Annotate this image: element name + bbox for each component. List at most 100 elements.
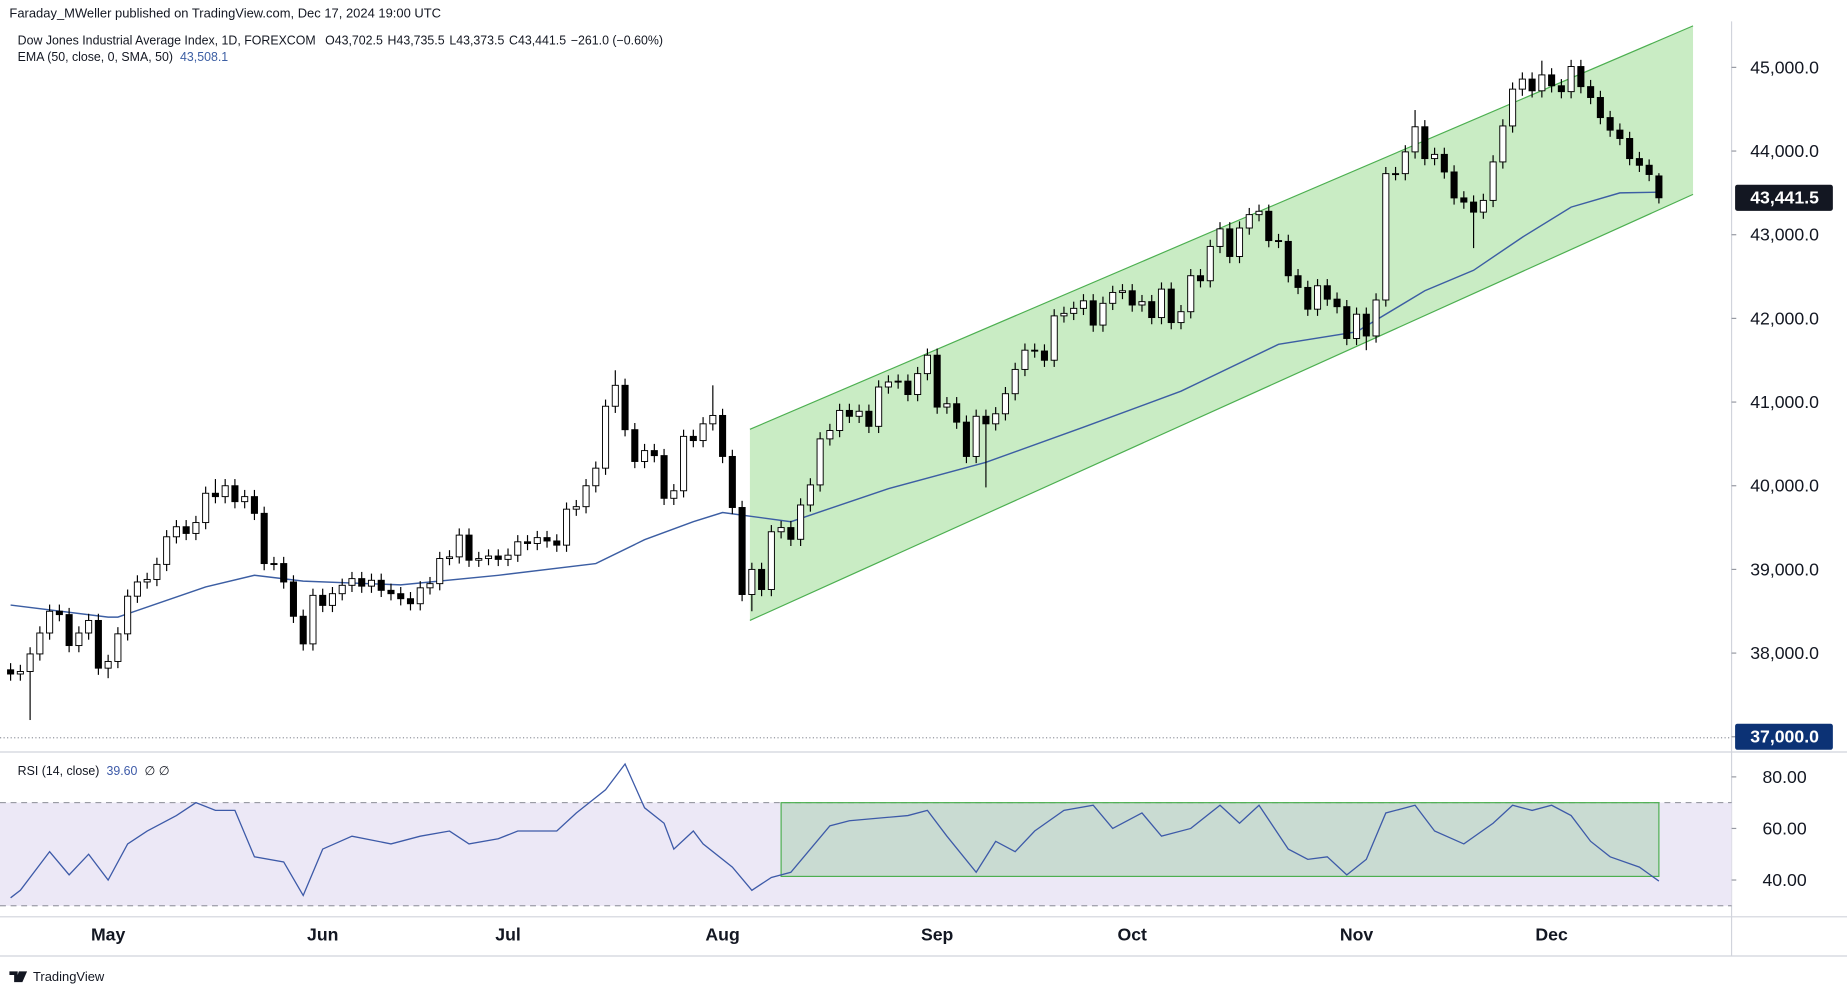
- candle-body: [65, 614, 73, 647]
- y-tick-label: 41,000.0: [1750, 392, 1819, 412]
- legend-ohlc: H43,735.5: [388, 34, 445, 48]
- candle-body: [660, 455, 668, 499]
- candle-body: [904, 380, 912, 396]
- candle-body: [1284, 240, 1292, 277]
- candle-body: [397, 593, 405, 600]
- candle-body: [465, 534, 473, 561]
- candle-body: [875, 386, 883, 427]
- channel-line: [749, 193, 1694, 621]
- candle-body: [923, 354, 931, 375]
- candle-body: [982, 415, 990, 425]
- candle-body: [289, 581, 297, 617]
- candle-body: [270, 563, 278, 565]
- candle-body: [611, 384, 619, 407]
- candle-body: [884, 381, 892, 388]
- candle-body: [1167, 288, 1175, 324]
- candle-body: [46, 610, 54, 634]
- candle-body: [1577, 66, 1585, 88]
- candle-body: [221, 485, 229, 498]
- candle-body: [797, 504, 805, 540]
- candle-body: [133, 581, 141, 597]
- x-tick-label: Jul: [495, 924, 521, 944]
- candle-body: [719, 414, 727, 457]
- candle-body: [1050, 315, 1058, 361]
- candle-body: [1304, 286, 1312, 310]
- candle-body: [1528, 78, 1536, 92]
- rsi-legend: RSI (14, close) 39.60 ∅ ∅: [18, 764, 170, 778]
- candle-body: [445, 556, 454, 560]
- y-tick-label: 40.00: [1762, 870, 1806, 890]
- rsi-line: [10, 762, 1660, 899]
- candle-body: [1206, 245, 1214, 282]
- candle-body: [1274, 240, 1283, 242]
- candle-body: [1450, 171, 1458, 199]
- candle-body: [1557, 85, 1565, 93]
- candle-body: [484, 555, 493, 560]
- candle-body: [543, 537, 551, 542]
- candle-body: [836, 409, 844, 431]
- candle-body: [1401, 151, 1409, 175]
- candle-body: [406, 598, 415, 605]
- x-tick-label: Jun: [307, 924, 338, 944]
- candle-body: [728, 455, 736, 508]
- candle-body: [1460, 197, 1468, 203]
- candle-body: [143, 578, 151, 583]
- candle-body: [1606, 117, 1614, 131]
- candle-body: [1294, 275, 1302, 288]
- candle-body: [1518, 78, 1526, 90]
- y-tick-label: 40,000.0: [1750, 476, 1819, 496]
- candle-body: [621, 384, 629, 431]
- candle-body: [1333, 298, 1341, 308]
- y-tick-label: 42,000.0: [1750, 308, 1819, 328]
- candle-body: [787, 527, 795, 540]
- candle-body: [631, 429, 639, 462]
- candle-body: [1001, 393, 1009, 415]
- legend-ema: EMA (50, close, 0, SMA, 50) 43,508.1: [18, 50, 229, 64]
- candle-body: [338, 584, 346, 595]
- candle-body: [816, 438, 824, 486]
- candle-body: [563, 508, 571, 546]
- candle-body: [689, 435, 697, 442]
- tick-highlight: [1735, 723, 1833, 750]
- candle-body: [748, 568, 756, 595]
- candle-body: [1538, 74, 1546, 92]
- candle-body: [845, 409, 853, 417]
- candle-body: [348, 578, 356, 586]
- legend-ohlc: O43,702.5: [325, 34, 383, 48]
- candle-body: [777, 527, 785, 533]
- x-tick-label: Nov: [1340, 924, 1374, 944]
- legend-name: Dow Jones Industrial Average Index, 1D, …: [18, 34, 316, 48]
- rsi-value: 39.60: [107, 764, 138, 778]
- candle-body: [1148, 301, 1156, 319]
- candle-body: [553, 540, 561, 546]
- candle-body: [494, 555, 502, 560]
- candle-body: [358, 578, 366, 587]
- candle-body: [1314, 285, 1322, 310]
- candle-body: [1440, 153, 1448, 173]
- candle-body: [172, 526, 180, 538]
- candle-body: [1655, 175, 1663, 199]
- candle-body: [455, 534, 463, 558]
- y-tick-label: 38,000.0: [1750, 643, 1819, 663]
- candle-body: [1392, 173, 1400, 176]
- candle-body: [1626, 138, 1634, 160]
- candle-body: [514, 541, 522, 556]
- candle-body: [1245, 214, 1253, 229]
- candle-body: [36, 632, 44, 655]
- candle-body: [670, 490, 678, 499]
- candle-body: [1431, 153, 1439, 160]
- candle-body: [1616, 129, 1624, 139]
- brand-logo: [9, 971, 28, 983]
- candle-body: [241, 496, 249, 503]
- candle-body: [1226, 228, 1234, 257]
- candle-body: [231, 485, 239, 503]
- candle-body: [202, 492, 210, 524]
- candle-body: [280, 563, 288, 583]
- candle-body: [1353, 313, 1361, 339]
- candle-body: [436, 558, 444, 585]
- x-tick-label: Oct: [1118, 924, 1148, 944]
- candle-body: [387, 589, 395, 595]
- candle-body: [1021, 349, 1029, 370]
- candle-body: [124, 595, 132, 635]
- candle-body: [680, 435, 688, 492]
